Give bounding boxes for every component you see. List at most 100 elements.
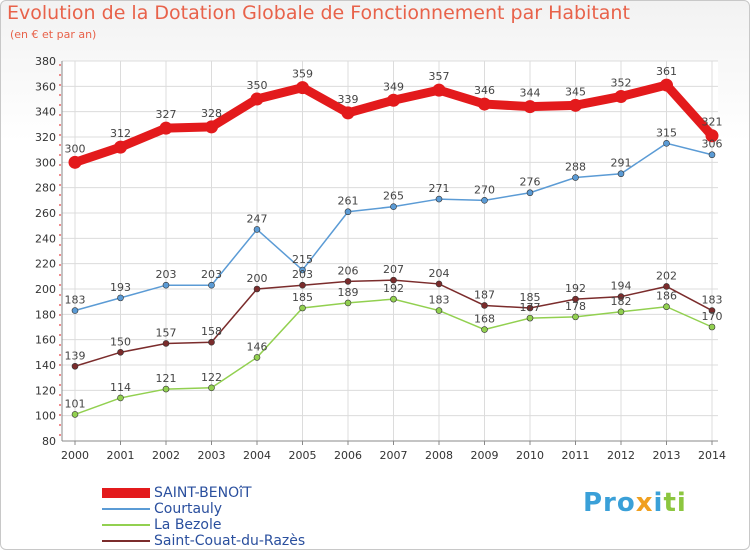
- data-point-saint-beno-t: [296, 81, 309, 95]
- data-point-saint-beno-t: [569, 98, 582, 112]
- data-point-saint-couat-du-raz-s: [208, 338, 215, 346]
- y-tick-label: 340: [35, 106, 56, 119]
- data-label-saint-couat-du-raz-s: 207: [383, 263, 404, 276]
- chart-subtitle: (en € et par an): [10, 28, 97, 41]
- data-label-saint-beno-t: 339: [338, 93, 359, 106]
- data-label-courtauly: 306: [702, 138, 723, 151]
- data-label-la-bezole: 121: [156, 372, 177, 385]
- x-tick-label: 2001: [107, 449, 135, 462]
- data-label-saint-couat-du-raz-s: 157: [156, 326, 177, 339]
- data-label-courtauly: 276: [520, 176, 541, 189]
- x-tick-label: 2009: [471, 449, 499, 462]
- data-label-saint-beno-t: 352: [611, 76, 632, 89]
- legend-label-la-bezole: La Bezole: [154, 517, 222, 533]
- data-label-saint-couat-du-raz-s: 206: [338, 264, 359, 277]
- data-label-courtauly: 271: [429, 182, 450, 195]
- data-point-courtauly: [71, 307, 79, 314]
- data-label-saint-couat-du-raz-s: 158: [201, 325, 222, 338]
- x-tick-label: 2005: [289, 449, 317, 462]
- data-label-saint-beno-t: 349: [383, 80, 404, 93]
- data-point-courtauly: [526, 189, 534, 197]
- data-point-saint-couat-du-raz-s: [390, 276, 397, 284]
- data-label-saint-couat-du-raz-s: 202: [656, 269, 677, 282]
- data-label-saint-beno-t: 346: [474, 84, 495, 97]
- x-tick-label: 2012: [607, 449, 635, 462]
- y-tick-label: 180: [35, 308, 56, 321]
- data-point-la-bezole: [481, 326, 488, 333]
- data-point-saint-beno-t: [250, 92, 264, 106]
- data-label-saint-beno-t: 359: [292, 68, 313, 81]
- data-point-saint-couat-du-raz-s: [663, 283, 670, 290]
- data-point-saint-couat-du-raz-s: [617, 293, 625, 300]
- data-point-saint-beno-t: [205, 120, 218, 134]
- y-tick-label: 360: [35, 80, 56, 93]
- y-tick-label: 220: [35, 258, 56, 271]
- data-label-saint-couat-du-raz-s: 187: [474, 288, 495, 301]
- x-tick-label: 2004: [243, 449, 271, 462]
- legend-swatch-saint-couat-du-raz-s: [102, 540, 150, 542]
- legend-swatch-courtauly: [102, 508, 150, 510]
- data-label-la-bezole: 122: [201, 371, 222, 384]
- x-tick-label: 2010: [516, 449, 544, 462]
- data-point-la-bezole: [299, 304, 306, 312]
- data-label-courtauly: 203: [201, 268, 222, 281]
- data-point-la-bezole: [208, 384, 215, 392]
- data-label-saint-couat-du-raz-s: 183: [702, 294, 723, 307]
- y-tick-label: 100: [35, 410, 56, 423]
- y-tick-label: 140: [35, 359, 56, 372]
- data-label-la-bezole: 114: [110, 381, 131, 394]
- data-point-saint-beno-t: [387, 93, 400, 107]
- data-label-saint-beno-t: 361: [656, 65, 677, 78]
- data-point-saint-beno-t: [478, 97, 491, 111]
- x-tick-label: 2006: [334, 449, 362, 462]
- data-label-la-bezole: 192: [383, 282, 404, 295]
- data-label-courtauly: 193: [110, 281, 131, 294]
- data-label-saint-beno-t: 350: [247, 79, 268, 92]
- data-label-courtauly: 183: [65, 294, 86, 307]
- y-tick-label: 120: [35, 384, 56, 397]
- data-label-saint-beno-t: 345: [565, 85, 586, 98]
- data-label-courtauly: 291: [611, 157, 632, 170]
- data-point-la-bezole: [435, 307, 443, 314]
- data-point-la-bezole: [253, 354, 261, 361]
- data-label-courtauly: 247: [247, 212, 268, 225]
- legend-label-courtauly: Courtauly: [154, 501, 223, 517]
- data-point-courtauly: [253, 226, 261, 233]
- data-point-saint-beno-t: [614, 89, 628, 103]
- data-label-saint-couat-du-raz-s: 200: [247, 272, 268, 285]
- data-point-la-bezole: [572, 313, 579, 321]
- data-label-courtauly: 270: [474, 183, 495, 196]
- data-label-saint-couat-du-raz-s: 204: [429, 267, 450, 280]
- chart-title: Evolution de la Dotation Globale de Fonc…: [7, 2, 630, 24]
- data-point-courtauly: [208, 281, 215, 289]
- data-point-saint-beno-t: [660, 78, 673, 92]
- data-point-saint-couat-du-raz-s: [117, 349, 124, 356]
- data-label-saint-couat-du-raz-s: 192: [565, 282, 586, 295]
- data-point-saint-couat-du-raz-s: [344, 278, 352, 285]
- data-point-saint-couat-du-raz-s: [708, 307, 716, 314]
- data-point-saint-beno-t: [432, 83, 446, 97]
- data-point-saint-beno-t: [68, 155, 82, 169]
- data-label-saint-couat-du-raz-s: 185: [520, 291, 541, 304]
- data-label-la-bezole: 146: [247, 340, 268, 353]
- data-point-saint-beno-t: [341, 106, 355, 120]
- legend-swatch-la-bezole: [102, 524, 150, 526]
- data-point-saint-couat-du-raz-s: [572, 295, 579, 303]
- data-label-la-bezole: 168: [474, 313, 495, 326]
- data-point-la-bezole: [708, 323, 716, 331]
- data-label-la-bezole: 185: [292, 291, 313, 304]
- data-point-la-bezole: [162, 385, 170, 393]
- data-label-saint-beno-t: 344: [520, 87, 541, 100]
- legend-label-saint-beno-t: SAINT-BENOîT: [154, 485, 252, 501]
- data-point-courtauly: [299, 266, 306, 274]
- data-point-la-bezole: [663, 303, 670, 311]
- legend-swatch-saint-beno-t: [102, 488, 150, 498]
- data-label-saint-beno-t: 312: [110, 127, 131, 140]
- y-tick-label: 320: [35, 131, 56, 144]
- data-point-la-bezole: [390, 295, 397, 303]
- y-tick-label: 200: [35, 283, 56, 296]
- x-tick-label: 2011: [562, 449, 590, 462]
- x-tick-label: 2000: [61, 449, 89, 462]
- data-label-la-bezole: 186: [656, 290, 677, 303]
- data-point-saint-beno-t: [114, 140, 127, 154]
